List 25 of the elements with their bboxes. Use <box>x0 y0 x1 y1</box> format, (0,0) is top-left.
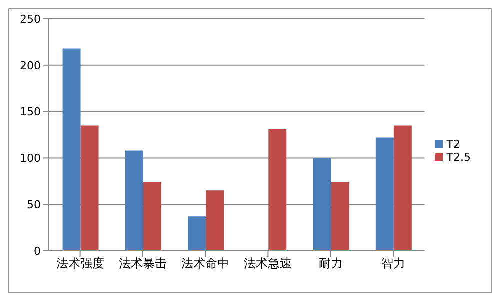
legend-label: T2 <box>446 138 460 150</box>
y-tick-label: 100 <box>20 152 41 166</box>
bar <box>394 126 412 251</box>
x-tick-label: 法术命中 <box>182 256 230 271</box>
y-tick-label: 150 <box>20 106 41 119</box>
legend-label: T2.5 <box>446 150 471 164</box>
bar <box>143 182 162 251</box>
y-tick-label: 50 <box>27 198 41 212</box>
bar <box>376 138 394 251</box>
bar <box>331 182 350 251</box>
y-tick-label: 200 <box>20 59 41 72</box>
bar <box>313 158 332 251</box>
bar <box>80 126 99 251</box>
x-tick-label: 耐力 <box>318 256 343 271</box>
y-tick-label: 250 <box>20 12 41 26</box>
bar <box>268 129 287 251</box>
x-tick-label: 智力 <box>381 256 406 271</box>
bar <box>62 48 81 251</box>
x-tick-label: 法术暴击 <box>118 256 167 271</box>
bar <box>188 216 206 251</box>
x-tick-label: 法术急速 <box>244 256 292 271</box>
bar <box>206 190 224 251</box>
x-tick-label: 法术强度 <box>56 256 104 271</box>
bar <box>125 150 144 251</box>
y-tick-label: 0 <box>34 244 41 258</box>
